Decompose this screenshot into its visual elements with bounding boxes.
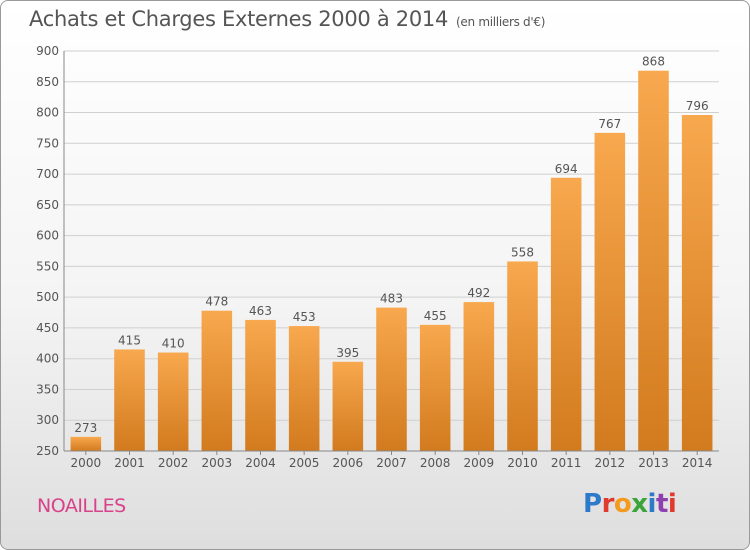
bar xyxy=(638,70,669,451)
x-tick-label: 2004 xyxy=(245,456,276,470)
bar xyxy=(681,115,713,451)
bar xyxy=(594,132,626,451)
y-tick-label: 250 xyxy=(36,444,59,458)
axis-layer: 250 300 350 400 450 500 550 600 650 700 750 800 850 9… xyxy=(36,44,719,470)
data-label: 767 xyxy=(598,117,621,131)
x-tick-label: 2006 xyxy=(333,456,364,470)
x-tick-label: 2014 xyxy=(682,456,713,470)
proxiti-logo: Proxiti xyxy=(583,489,677,519)
y-tick-label: 500 xyxy=(36,290,59,304)
bar xyxy=(201,310,233,451)
y-tick-label: 650 xyxy=(36,198,59,212)
x-tick-label: 2012 xyxy=(595,456,626,470)
data-label: 796 xyxy=(686,99,709,113)
bar xyxy=(419,324,451,451)
bar xyxy=(463,302,495,451)
chart-title: Achats et Charges Externes 2000 à 2014 xyxy=(29,7,449,31)
data-label: 492 xyxy=(467,286,490,300)
y-tick-label: 450 xyxy=(36,321,59,335)
y-tick-label: 300 xyxy=(36,413,59,427)
place-name: NOAILLES xyxy=(37,495,126,517)
y-tick-label: 550 xyxy=(36,259,59,273)
x-tick-label: 2000 xyxy=(71,456,102,470)
bar xyxy=(376,307,407,451)
data-label: 410 xyxy=(162,337,185,351)
bar xyxy=(332,361,364,451)
x-tick-label: 2013 xyxy=(638,456,669,470)
data-label: 558 xyxy=(511,245,534,259)
y-tick-label: 700 xyxy=(36,167,59,181)
bar xyxy=(157,352,189,451)
x-tick-label: 2002 xyxy=(158,456,189,470)
y-tick-label: 850 xyxy=(36,75,59,89)
y-tick-label: 400 xyxy=(36,352,59,366)
data-label: 415 xyxy=(118,333,141,347)
data-label: 463 xyxy=(249,304,272,318)
bar xyxy=(550,177,582,451)
data-label: 453 xyxy=(293,310,316,324)
y-tick-label: 600 xyxy=(36,229,59,243)
bar xyxy=(507,261,538,451)
y-tick-label: 350 xyxy=(36,382,59,396)
bar xyxy=(245,319,276,451)
bar xyxy=(114,349,145,451)
bar-layer: 273 415 410 478 463 453 395 483 455 492 558 694 767 8… xyxy=(70,55,713,451)
data-label: 395 xyxy=(336,346,359,360)
x-tick-label: 2001 xyxy=(114,456,145,470)
data-label: 455 xyxy=(424,309,447,323)
data-label: 478 xyxy=(205,295,228,309)
chart-subtitle: (en milliers d'€) xyxy=(456,15,546,29)
data-label: 273 xyxy=(74,421,97,435)
data-label: 483 xyxy=(380,292,403,306)
y-tick-label: 900 xyxy=(36,44,59,58)
bar xyxy=(288,326,320,451)
bar xyxy=(70,436,102,451)
y-tick-label: 750 xyxy=(36,136,59,150)
y-tick-label: 800 xyxy=(36,106,59,120)
x-tick-label: 2008 xyxy=(420,456,451,470)
x-tick-label: 2010 xyxy=(507,456,538,470)
x-tick-label: 2011 xyxy=(551,456,582,470)
x-tick-label: 2009 xyxy=(464,456,495,470)
x-tick-label: 2005 xyxy=(289,456,320,470)
data-label: 868 xyxy=(642,55,665,69)
x-tick-label: 2003 xyxy=(202,456,233,470)
x-tick-label: 2007 xyxy=(376,456,407,470)
chart-title-block: Achats et Charges Externes 2000 à 2014 (e… xyxy=(29,7,545,31)
data-label: 694 xyxy=(555,162,578,176)
